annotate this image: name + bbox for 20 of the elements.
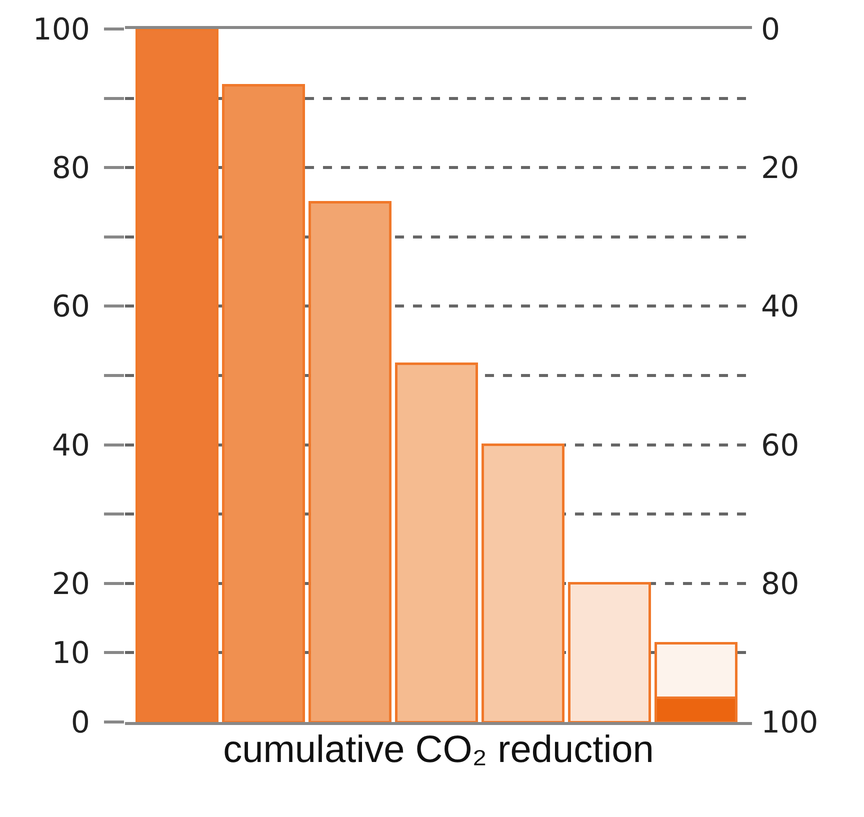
y-tick-label: 80 xyxy=(52,151,90,186)
bar xyxy=(222,84,305,722)
y2-tick-label: 100 xyxy=(761,706,818,740)
y2-tick-label: 40 xyxy=(761,290,800,325)
y-tick-label: 40 xyxy=(52,428,90,464)
y-tick-label: 10 xyxy=(52,636,90,672)
y2-tick-label: 80 xyxy=(761,566,800,602)
bar xyxy=(481,444,564,722)
y2-tick-label: 60 xyxy=(761,428,800,464)
y2-tick-label: 0 xyxy=(761,12,780,48)
y-tick-label: 20 xyxy=(52,566,90,602)
bar xyxy=(394,362,478,722)
y-tick-label: 0 xyxy=(70,706,90,740)
bar xyxy=(568,582,651,722)
y2-tick-label: 20 xyxy=(761,151,800,186)
bar xyxy=(308,201,392,722)
bar xyxy=(135,29,218,722)
x-axis-title: cumulative CO₂ reduction xyxy=(223,729,654,772)
y-tick-label: 100 xyxy=(32,12,90,48)
y-tick-label: 60 xyxy=(52,290,90,325)
